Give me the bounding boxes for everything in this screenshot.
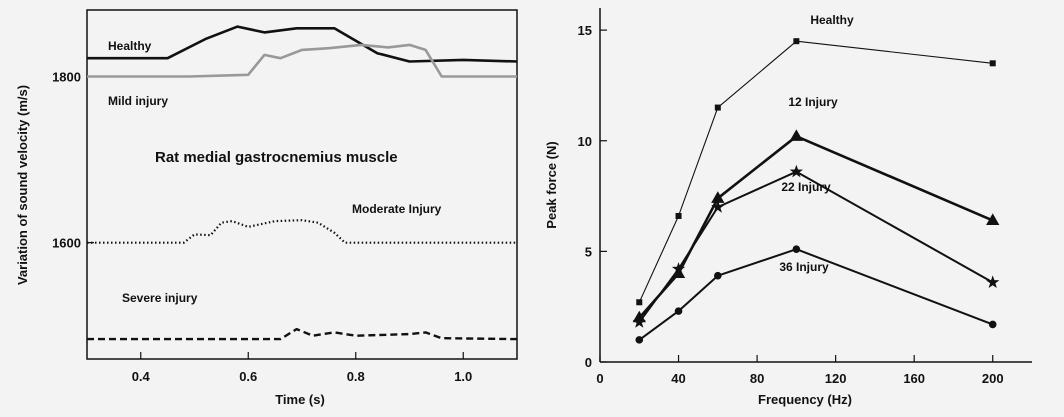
left-x-tick-label: 1.0 [454,369,472,384]
right-point-36-injury [674,307,683,315]
right-point-healthy [989,60,996,67]
right-x-tick-label: 0 [596,371,603,386]
right-point-22-injury [632,315,646,328]
right-x-tick-label: 160 [903,371,925,386]
right-annotation-22-injury: 22 Injury [781,180,831,194]
right-point-36-injury [635,336,644,344]
right-point-12-injury [986,213,1000,225]
left-annotation-moderate-injury: Moderate Injury [352,202,442,216]
left-y-tick-label: 1800 [52,69,81,84]
left-series-line-healthy [87,25,518,63]
right-point-22-injury [986,275,1000,288]
right-x-tick-label: 200 [982,371,1004,386]
left-y-ticks: 1600 1800 [52,69,94,251]
right-point-36-injury [714,271,722,280]
right-point-healthy [636,299,643,306]
right-y-tick-label: 0 [585,355,592,370]
left-chart-title: Rat medial gastrocnemius muscle [155,149,398,166]
left-x-axis-label: Time (s) [275,392,325,407]
left-series-line-mild-injury [87,43,517,78]
right-point-healthy [793,38,800,45]
right-point-22-injury [789,164,803,178]
right-x-tick-label: 120 [825,371,847,386]
right-y-tick-label: 5 [585,244,592,259]
sound-velocity-chart: 0.4 0.6 0.8 1.0 1600 1800 Rat medial gastroc… [15,9,518,407]
right-x-tick-label: 40 [671,371,685,386]
right-point-36-injury [792,245,801,253]
left-annotation-mild-injury: Mild injury [108,94,168,108]
left-plot-frame [86,9,518,360]
right-point-12-injury [711,191,725,203]
left-annotation-healthy: Healthy [108,39,152,53]
left-x-ticks: 0.4 0.6 0.8 1.0 [132,352,472,384]
right-y-tick-label: 15 [578,23,592,38]
right-point-12-injury [789,129,804,141]
left-series-group [87,25,518,341]
right-annotation-36-injury: 36 Injury [779,260,829,274]
right-annotation-healthy: Healthy [810,13,854,27]
right-annotation-12-injury: 12 Injury [788,95,838,109]
left-annotation-severe-injury: Severe injury [122,291,198,305]
right-y-axis-label: Peak force (N) [544,141,559,228]
left-x-tick-label: 0.8 [347,369,365,384]
left-series-line-severe-injury [87,327,518,341]
right-x-ticks: 0 40 80 120 160 200 [596,355,1004,386]
right-point-healthy [714,104,721,111]
left-series-line-moderate-injury [87,219,517,244]
right-series-group [632,38,1000,344]
left-x-tick-label: 0.6 [239,369,257,384]
right-point-22-injury [671,262,686,275]
left-y-tick-label: 1600 [52,236,81,251]
right-point-36-injury [988,320,997,329]
right-point-22-injury [711,200,725,213]
left-x-tick-label: 0.4 [132,369,151,384]
left-y-axis-label: Variation of sound velocity (m/s) [15,85,30,285]
right-series-line-12-injury [638,135,994,319]
right-y-ticks: 0 5 10 15 [578,23,607,370]
right-x-axis-label: Frequency (Hz) [758,392,852,407]
right-point-healthy [675,212,682,219]
right-y-tick-label: 10 [578,134,592,149]
right-x-tick-label: 80 [750,371,764,386]
